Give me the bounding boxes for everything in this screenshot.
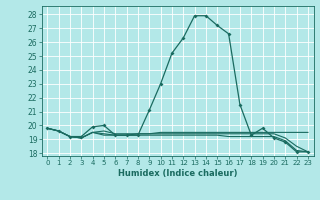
X-axis label: Humidex (Indice chaleur): Humidex (Indice chaleur) (118, 169, 237, 178)
